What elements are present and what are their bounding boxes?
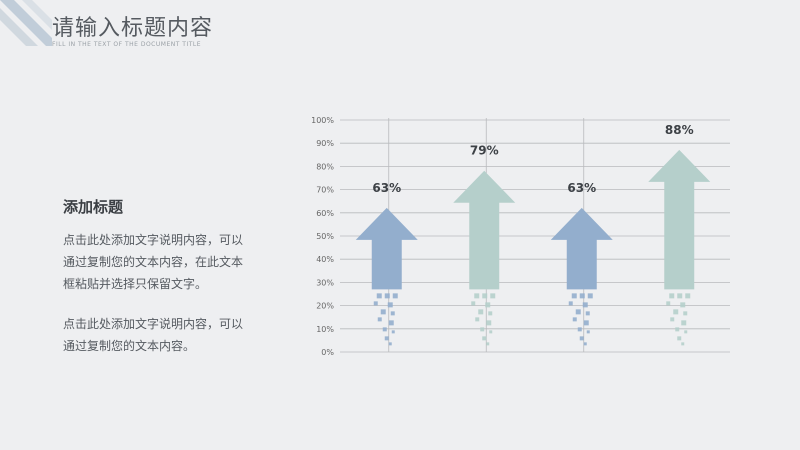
data-label: 79% xyxy=(470,144,499,158)
arrow-pixel xyxy=(677,336,682,341)
arrow-pixel xyxy=(681,320,687,326)
arrow-pixel xyxy=(684,330,688,334)
arrow-pixel xyxy=(666,301,671,306)
corner-stripe xyxy=(0,8,38,46)
arrow-pixel xyxy=(380,309,386,315)
text-block-paragraph-1: 点击此处添加文字说明内容，可以 通过复制您的文本内容，在此文本 框粘贴并选择只保… xyxy=(63,229,263,295)
arrow-pixel xyxy=(387,302,393,308)
paragraph-line: 框粘贴并选择只保留文字。 xyxy=(63,277,208,291)
corner-decoration xyxy=(0,0,52,46)
arrow-pixel xyxy=(685,293,691,299)
arrow-pixel xyxy=(377,317,382,322)
arrow-pixel xyxy=(683,311,688,316)
arrow-pixel xyxy=(586,330,590,334)
arrow-pixel xyxy=(490,293,496,299)
arrow-pixel xyxy=(384,293,390,299)
arrow-pixel xyxy=(568,301,573,306)
y-tick-label: 80% xyxy=(316,162,334,171)
arrow-pixel xyxy=(488,311,493,316)
y-tick-label: 30% xyxy=(316,278,334,287)
y-tick-label: 40% xyxy=(316,255,334,264)
y-tick-label: 20% xyxy=(316,302,334,311)
data-label: 63% xyxy=(372,181,401,195)
arrow-bar xyxy=(355,207,418,290)
arrow-pixel xyxy=(577,327,582,332)
data-label: 88% xyxy=(665,123,694,137)
paragraph-line: 通过复制您的文本内容。 xyxy=(63,339,196,353)
y-tick-label: 60% xyxy=(316,209,334,218)
corner-stripe xyxy=(0,0,52,46)
y-tick-label: 0% xyxy=(321,348,334,357)
y-tick-label: 70% xyxy=(316,186,334,195)
paragraph-line: 点击此处添加文字说明内容，可以 xyxy=(63,233,244,247)
text-block-paragraph-2: 点击此处添加文字说明内容，可以 通过复制您的文本内容。 xyxy=(63,313,263,357)
arrow-pixel xyxy=(478,309,484,315)
arrow-pixel xyxy=(384,336,389,341)
arrow-pixel xyxy=(486,320,492,326)
arrow-pixel xyxy=(471,301,476,306)
arrow-pixel xyxy=(388,320,394,326)
arrow-pixel xyxy=(388,342,392,346)
arrow-pixel xyxy=(575,309,581,315)
arrow-pixel xyxy=(482,293,488,299)
arrow-pixel xyxy=(669,293,675,299)
arrow-pixel xyxy=(485,302,491,308)
arrow-pixel xyxy=(587,293,593,299)
arrow-pixel xyxy=(373,301,378,306)
arrow-bar xyxy=(648,149,711,290)
arrow-pixel xyxy=(579,336,584,341)
arrow-pixel xyxy=(392,293,398,299)
arrow-pixel xyxy=(677,293,683,299)
arrow-pixel xyxy=(475,317,480,322)
arrow-pixel xyxy=(572,317,577,322)
paragraph-line: 通过复制您的文本内容，在此文本 xyxy=(63,255,244,269)
arrow-pixel xyxy=(482,336,487,341)
y-tick-label: 50% xyxy=(316,232,334,241)
arrow-pixel xyxy=(681,342,685,346)
arrow-bar xyxy=(453,170,516,290)
arrow-pixel xyxy=(585,311,590,316)
arrow-pixel xyxy=(583,320,589,326)
arrow-pixel xyxy=(376,293,382,299)
arrow-bar-chart: 0% 10% 20% 30% 40% 50% 60% 70% 80% 90% 100% 63% 79% 6… xyxy=(311,116,730,357)
y-tick-label: 100% xyxy=(311,116,334,125)
text-block-heading: 添加标题 xyxy=(63,198,124,216)
arrow-pixel xyxy=(680,302,686,308)
data-label: 63% xyxy=(567,181,596,195)
paragraph-line: 点击此处添加文字说明内容，可以 xyxy=(63,317,244,331)
arrow-pixel xyxy=(486,342,490,346)
corner-stripe xyxy=(22,0,52,30)
arrow-pixel xyxy=(583,342,587,346)
arrow-pixel xyxy=(474,293,480,299)
arrow-pixel xyxy=(675,327,680,332)
arrow-pixel xyxy=(382,327,387,332)
arrow-pixel xyxy=(579,293,585,299)
arrow-bar xyxy=(550,207,613,290)
page-title: 请输入标题内容 xyxy=(52,16,214,41)
arrow-pixel xyxy=(670,317,675,322)
page-subtitle: FILL IN THE TEXT OF THE DOCUMENT TITLE xyxy=(52,41,202,48)
arrow-pixel xyxy=(391,330,395,334)
arrow-pixel xyxy=(673,309,679,315)
arrow-pixel xyxy=(489,330,493,334)
y-tick-label: 10% xyxy=(316,325,334,334)
arrow-pixel xyxy=(390,311,395,316)
arrow-pixel xyxy=(480,327,485,332)
y-tick-label: 90% xyxy=(316,139,334,148)
arrow-pixel xyxy=(582,302,588,308)
arrow-pixel xyxy=(571,293,577,299)
